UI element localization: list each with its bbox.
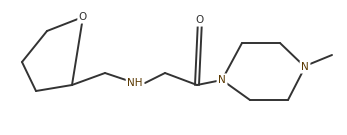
Text: O: O <box>79 12 87 22</box>
Text: N: N <box>301 62 309 72</box>
Text: N: N <box>218 75 226 85</box>
Text: NH: NH <box>127 78 143 88</box>
Text: O: O <box>196 15 204 25</box>
